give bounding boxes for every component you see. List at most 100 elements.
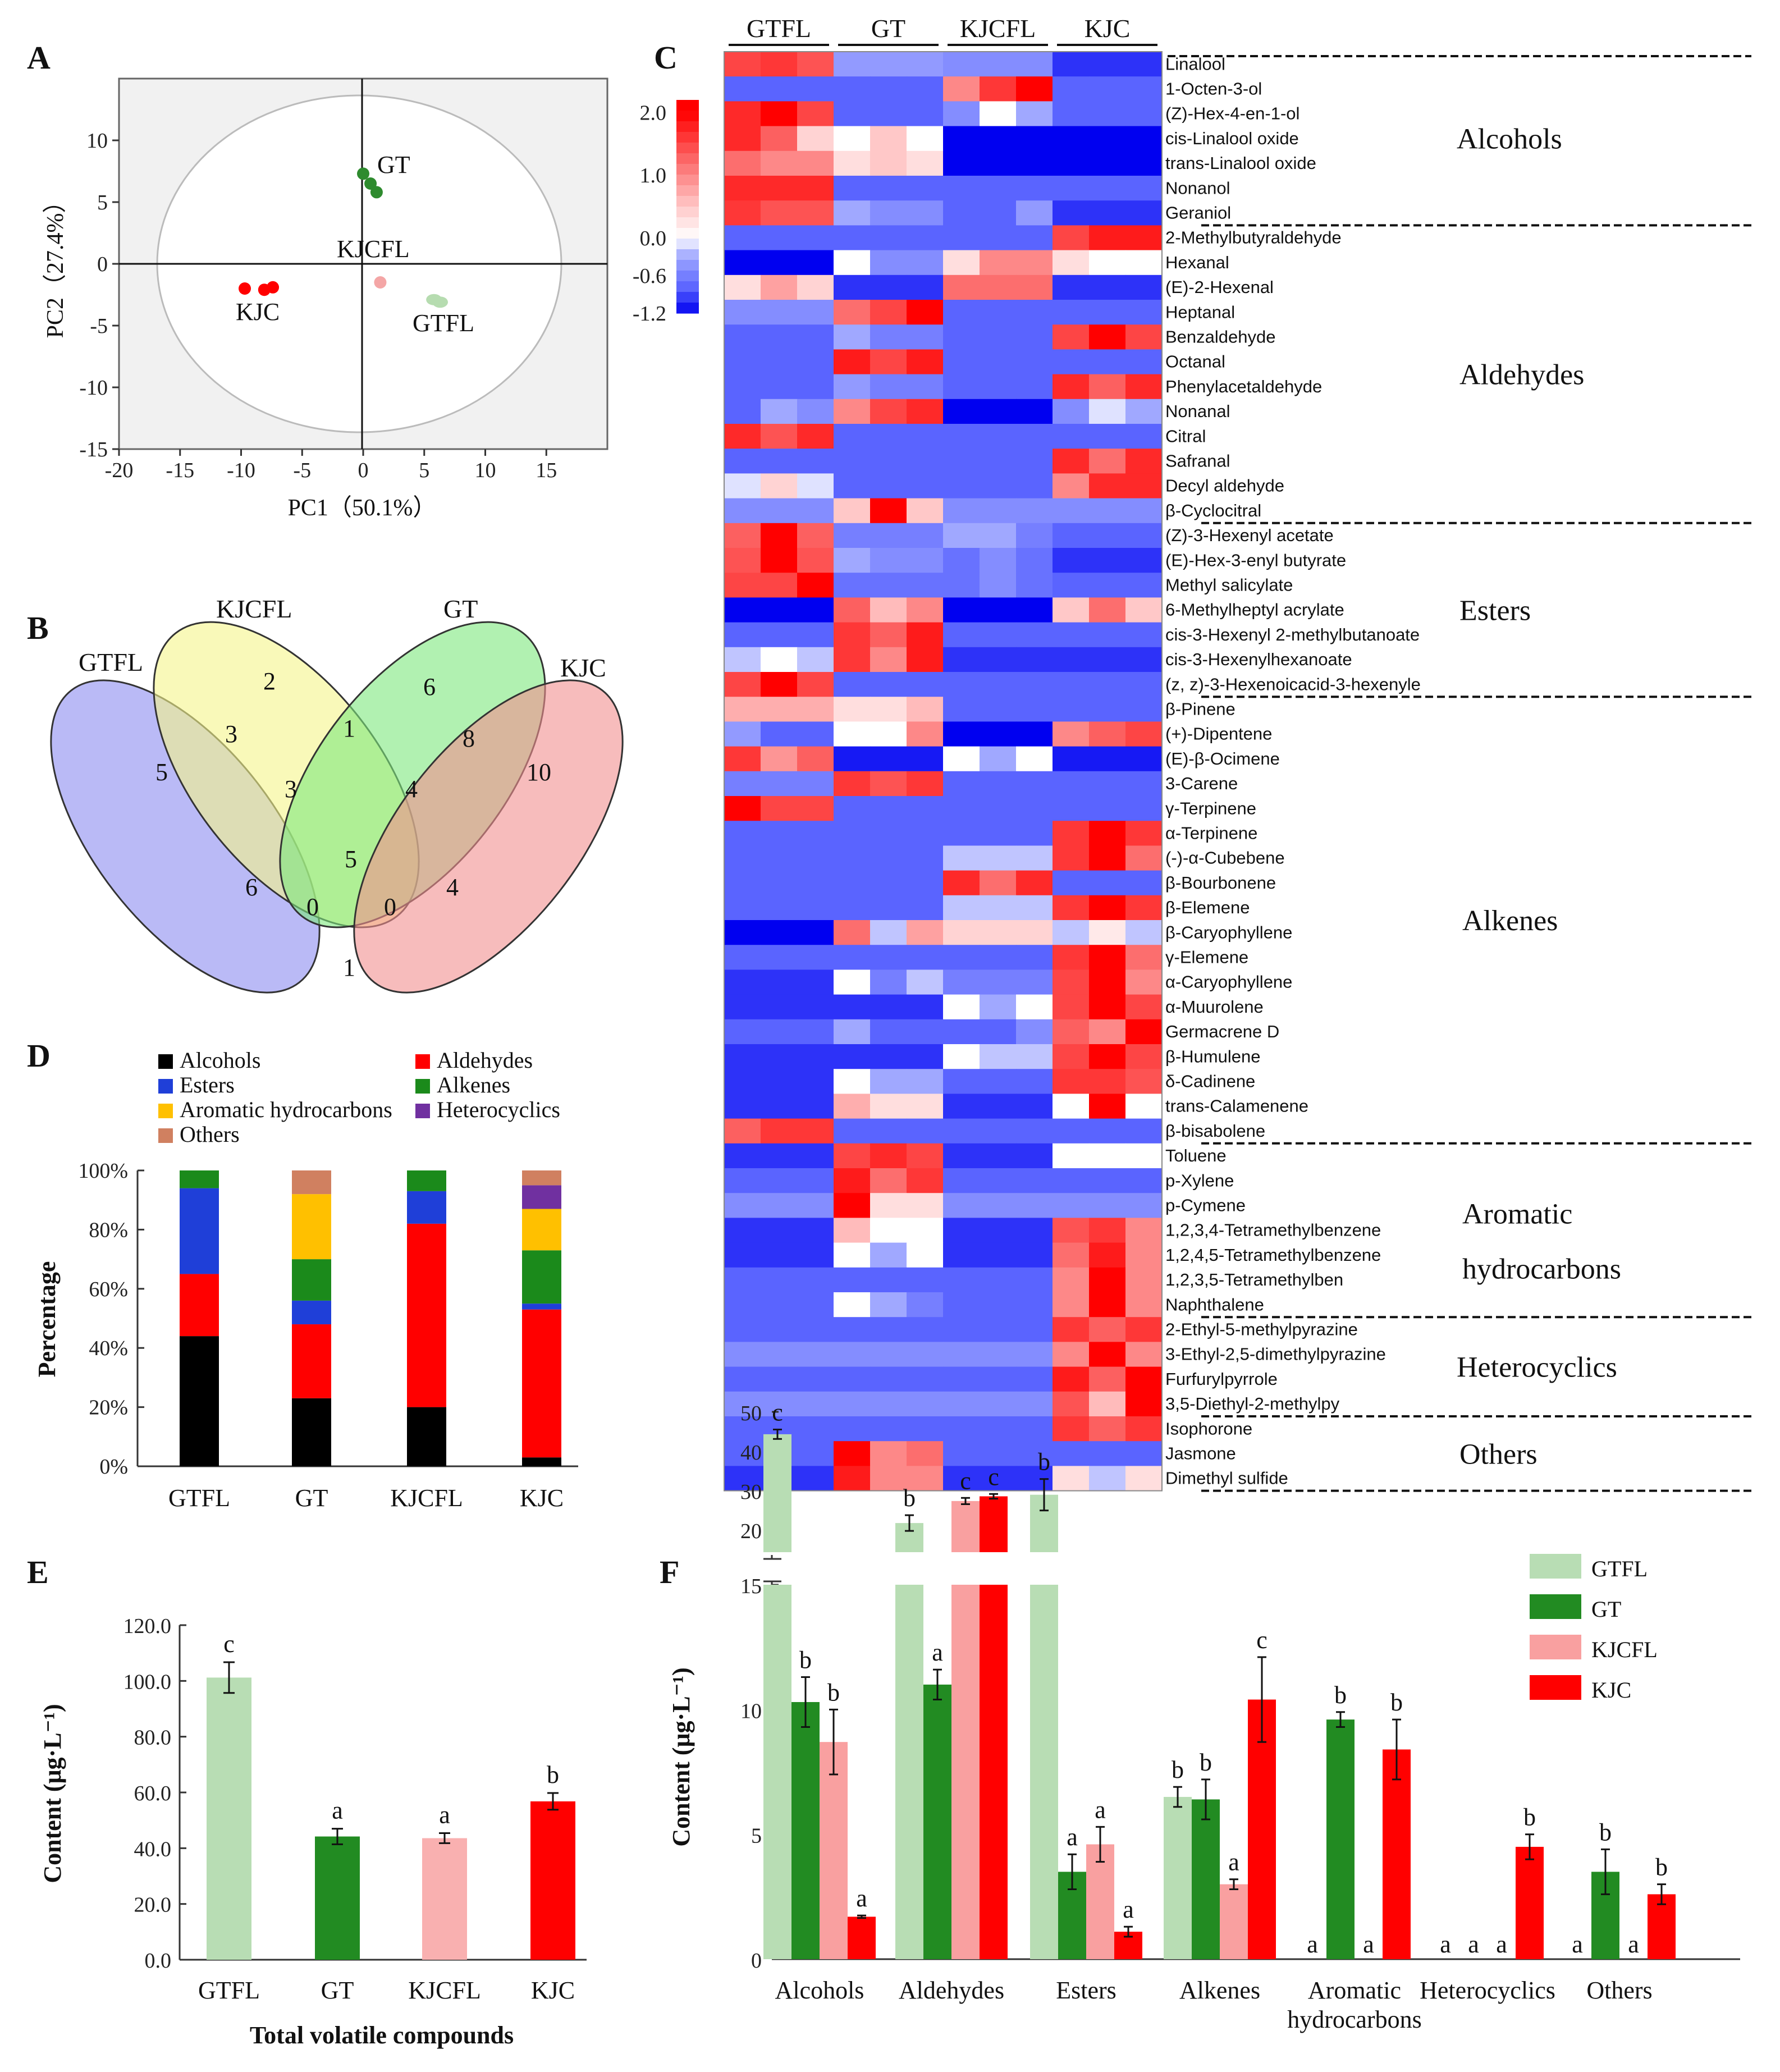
- heatmap-cell: [724, 573, 761, 598]
- heatmap-cell: [1053, 399, 1090, 424]
- class-y-tick-label: 30: [740, 1480, 762, 1504]
- heatmap-cell: [834, 845, 871, 871]
- heatmap-cell: [797, 870, 834, 896]
- pca-x-axis-label: PC1（50.1%）: [288, 495, 437, 521]
- heatmap-cell: [834, 1441, 871, 1466]
- heatmap-cell: [1125, 672, 1163, 697]
- heatmap-cell: [870, 969, 907, 995]
- heatmap-cell: [1125, 573, 1163, 598]
- heatmap-cell: [724, 1366, 761, 1392]
- heatmap-row-label: p-Cymene: [1165, 1195, 1246, 1215]
- heatmap-cell: [724, 349, 761, 375]
- class-significance-letter: a: [932, 1639, 943, 1666]
- heatmap-cell: [797, 523, 834, 548]
- heatmap-cell: [834, 622, 871, 648]
- total-bar: [315, 1836, 360, 1960]
- heatmap-cell: [834, 1416, 871, 1442]
- heatmap-cell: [724, 1466, 761, 1492]
- heatmap-cell: [943, 176, 980, 201]
- heatmap-cell: [1016, 473, 1053, 499]
- class-x-category-label: Aldehydes: [899, 1977, 1004, 2004]
- stacked-x-category-label: KJC: [520, 1484, 564, 1512]
- heatmap-cell: [1053, 1094, 1090, 1119]
- heatmap-cell: [980, 1391, 1017, 1417]
- stacked-bar-segment: [522, 1303, 561, 1310]
- heatmap-cell: [724, 1242, 761, 1268]
- legend-swatch: [158, 1104, 173, 1118]
- heatmap-cell: [943, 870, 980, 896]
- pca-x-tick-label: 15: [536, 459, 557, 482]
- class-bar: [1220, 1884, 1248, 1959]
- heatmap-cell: [980, 374, 1017, 400]
- class-bar: [980, 1585, 1008, 1959]
- heatmap-cell: [1089, 275, 1126, 300]
- heatmap-cell: [1125, 399, 1163, 424]
- colorbar-swatch: [676, 121, 699, 132]
- legend-label: Alkenes: [437, 1072, 510, 1097]
- heatmap-cell: [870, 498, 907, 524]
- heatmap-row-labels: Linalool 1-Octen-3-ol (Z)-Hex-4-en-1-ol cis…: [1165, 54, 1421, 1488]
- heatmap-cell: [724, 945, 761, 970]
- class-bar: [763, 1434, 791, 1552]
- class-significance-letter: b: [1334, 1681, 1347, 1709]
- heatmap-cell: [761, 300, 798, 325]
- legend-label: Alcohols: [180, 1048, 260, 1073]
- class-bar: [1086, 1844, 1114, 1959]
- panel-label-a: A: [27, 39, 51, 76]
- heatmap-class-label: Others: [1459, 1438, 1538, 1470]
- heatmap-cell: [943, 796, 980, 821]
- heatmap-cell: [907, 945, 944, 970]
- heatmap-cell: [1016, 399, 1053, 424]
- colorbar-tick-label: -0.6: [633, 264, 666, 288]
- heatmap-cell: [870, 275, 907, 300]
- heatmap-cell: [1125, 250, 1163, 276]
- total-bar: [530, 1801, 575, 1960]
- heatmap-cell: [943, 697, 980, 722]
- heatmap-cell: [724, 895, 761, 921]
- pca-x-tick-label: -5: [293, 459, 311, 482]
- heatmap-cell: [943, 1094, 980, 1119]
- heatmap-class-label: Esters: [1459, 595, 1531, 627]
- heatmap-cell: [1053, 498, 1090, 524]
- heatmap-cell: [1089, 1193, 1126, 1218]
- heatmap-cell: [870, 176, 907, 201]
- heatmap-cell: [724, 126, 761, 152]
- heatmap-cell: [870, 994, 907, 1020]
- heatmap-cell: [1016, 1193, 1053, 1218]
- heatmap-row-label: β-bisabolene: [1165, 1121, 1265, 1141]
- heatmap-cell: [1016, 1044, 1053, 1069]
- heatmap-cell: [980, 548, 1017, 573]
- class-x-category-label: Aromatic: [1308, 1977, 1401, 2004]
- heatmap-cell: [797, 1317, 834, 1342]
- heatmap-cell: [834, 76, 871, 102]
- stacked-bar-segment: [522, 1250, 561, 1304]
- heatmap-row-label: 3,5-Diethyl-2-methylpy: [1165, 1394, 1340, 1414]
- heatmap-cell: [834, 473, 871, 499]
- heatmap-cell: [1125, 349, 1163, 375]
- heatmap-class-labels: Alcohols Aldehydes Esters Alkenes Aromatic hy…: [1168, 55, 1751, 1492]
- heatmap-cell: [1053, 176, 1090, 201]
- class-significance-letter: a: [1496, 1931, 1507, 1958]
- heatmap-cell: [834, 895, 871, 921]
- legend-swatch: [1530, 1675, 1581, 1700]
- heatmap-cell: [907, 1317, 944, 1342]
- heatmap-cell: [870, 1416, 907, 1442]
- heatmap-cell: [761, 150, 798, 176]
- heatmap-cell: [797, 647, 834, 673]
- heatmap-cell: [761, 1391, 798, 1417]
- heatmap-cell: [870, 324, 907, 350]
- panel-label-c: C: [654, 39, 678, 76]
- heatmap-cell: [761, 1292, 798, 1318]
- heatmap-row-label: Methyl salicylate: [1165, 575, 1293, 594]
- legend-label: GTFL: [1591, 1556, 1648, 1581]
- heatmap-cell: [1125, 771, 1163, 797]
- class-bar: [895, 1585, 923, 1959]
- heatmap-cell: [834, 870, 871, 896]
- heatmap-cell: [724, 1416, 761, 1442]
- heatmap-cell: [761, 1267, 798, 1293]
- heatmap-cell: [1089, 1466, 1126, 1492]
- heatmap-cell: [907, 424, 944, 449]
- heatmap-cell: [1089, 945, 1126, 970]
- heatmap-cell: [797, 845, 834, 871]
- venn-count: 5: [155, 758, 168, 786]
